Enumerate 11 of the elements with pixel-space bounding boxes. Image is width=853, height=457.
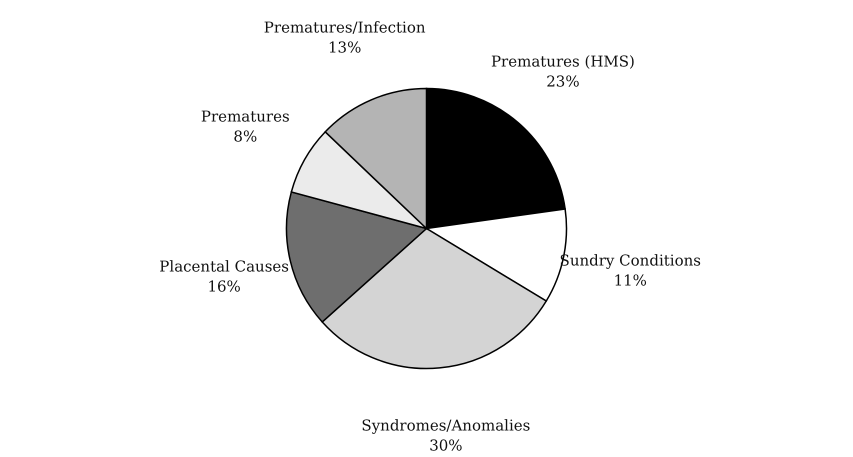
slice-label: Prematures <box>200 107 290 126</box>
data-label: 13% <box>328 38 362 56</box>
slice-label: Prematures (HMS) <box>490 52 635 70</box>
data-label: 8% <box>233 127 258 146</box>
slice-label: Syndromes/Anomalies <box>361 416 530 435</box>
data-label: 23% <box>546 72 580 90</box>
data-label: 16% <box>207 278 241 296</box>
data-label: 11% <box>614 271 647 290</box>
slice-label: Prematures/Infection <box>264 18 426 36</box>
data-label: 30% <box>429 436 463 455</box>
slice-label: Placental Causes <box>159 258 289 276</box>
